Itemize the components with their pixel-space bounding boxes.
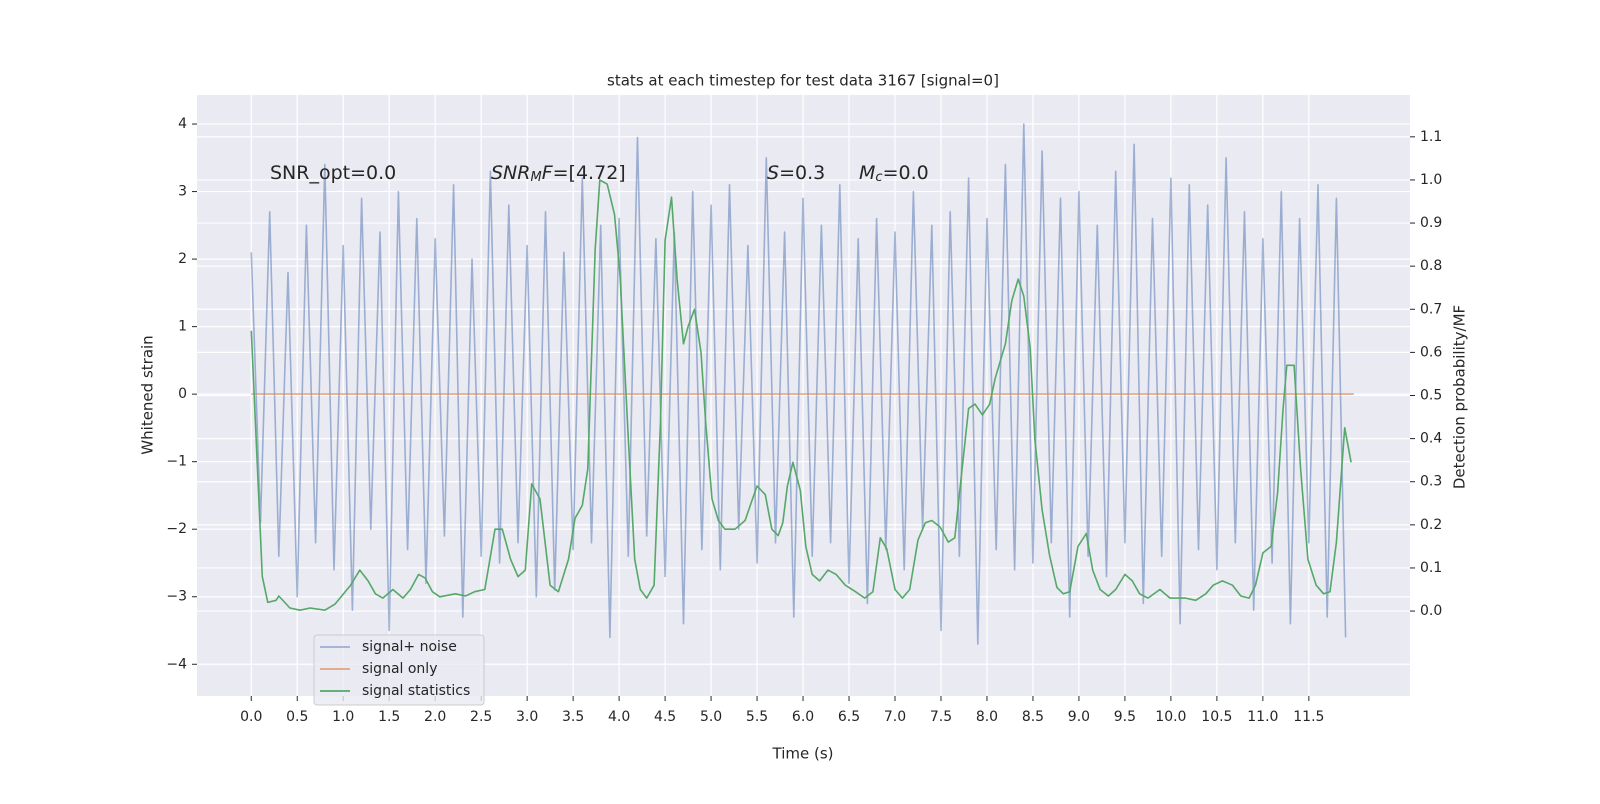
legend-label: signal statistics [362,683,470,699]
annotation: SNR_opt=0.0 [270,162,396,184]
legend-label: signal only [362,661,437,677]
series-line [250,179,1352,612]
annotation-part: S [767,162,779,184]
x-tick-label: 3.5 [562,709,584,725]
marks [250,123,1354,645]
series-line [250,123,1347,645]
x-tick-label: 9.5 [1114,709,1136,725]
x-tick-label: 8.5 [1022,709,1044,725]
annotation-part: =0.3 [779,162,825,184]
annotation-part: F [542,162,554,184]
x-tick-label: 10.5 [1201,709,1232,725]
y2-tick-label: 0.6 [1420,344,1442,360]
y-tick-label: 2 [178,251,187,267]
chart-title: stats at each timestep for test data 316… [607,72,999,90]
annotation: Mc=0.0 [859,162,929,185]
y2-tick-label: 1.1 [1420,129,1442,145]
legend: signal+ noise signal only signal statistic… [313,634,485,706]
y2-tick-label: 0.3 [1420,474,1442,490]
x-tick-label: 6.5 [838,709,860,725]
y-axis-label: Whitened strain [139,335,157,454]
x-tick-label: 0.5 [286,709,308,725]
annotation-part: SNR_opt=0.0 [270,162,396,184]
y-tick-label: −3 [166,589,187,605]
x-tick-label: 7.5 [930,709,952,725]
annotation-part: c [875,170,882,185]
y-tick-label: 4 [178,116,187,132]
x-tick-label: 9.0 [1068,709,1090,725]
x-tick-label: 0.0 [240,709,262,725]
x-tick-label: 10.0 [1155,709,1186,725]
x-tick-label: 2.5 [470,709,492,725]
x-tick-label: 7.0 [884,709,906,725]
y2-tick-label: 0.5 [1420,388,1442,404]
annotation-part: M [530,170,541,185]
annotation-part: =0.0 [883,162,929,184]
y-tick-label: −1 [166,454,187,470]
x-tick-label: 4.0 [608,709,630,725]
x-tick-label: 8.0 [976,709,998,725]
x-tick-label: 1.5 [378,709,400,725]
annotation-part: M [859,162,875,184]
labels: 0.0 0.5 1.0 1.5 2.0 2.5 3.0 3.5 4.0 4.5 5.0 5.5 6.0 6… [166,116,1442,725]
y2-tick-label: 0.9 [1420,215,1442,231]
x-tick-label: 11.0 [1247,709,1278,725]
y-tick-label: 3 [178,184,187,200]
legend-label: signal+ noise [362,639,457,655]
annotation: S=0.3 [767,162,825,184]
legend-box [313,634,485,706]
x-tick-label: 5.0 [700,709,722,725]
y-tick-label: 1 [178,319,187,335]
y2-axis-label: Detection probability/MF [1451,305,1469,489]
y2-tick-label: 0.2 [1420,517,1442,533]
x-tick-label: 3.0 [516,709,538,725]
x-tick-label: 6.0 [792,709,814,725]
y2-tick-label: 0.8 [1420,258,1442,274]
y2-tick-label: 0.7 [1420,301,1442,317]
annotation: SNRMF=[4.72] [491,162,626,185]
annotation-part: =[4.72] [553,162,626,184]
x-tick-label: 2.0 [424,709,446,725]
x-tick-label: 1.0 [332,709,354,725]
y2-tick-label: 0.0 [1420,603,1442,619]
y-tick-label: 0 [178,386,187,402]
y2-tick-label: 0.1 [1420,560,1442,576]
x-axis-label: Time (s) [772,745,834,763]
annotation-part: SNR [491,162,530,184]
x-tick-label: 11.5 [1293,709,1324,725]
y2-tick-label: 0.4 [1420,431,1442,447]
x-tick-label: 4.5 [654,709,676,725]
y-tick-label: −4 [166,656,187,672]
y2-tick-label: 1.0 [1420,172,1442,188]
x-tick-label: 5.5 [746,709,768,725]
y-tick-label: −2 [166,521,187,537]
